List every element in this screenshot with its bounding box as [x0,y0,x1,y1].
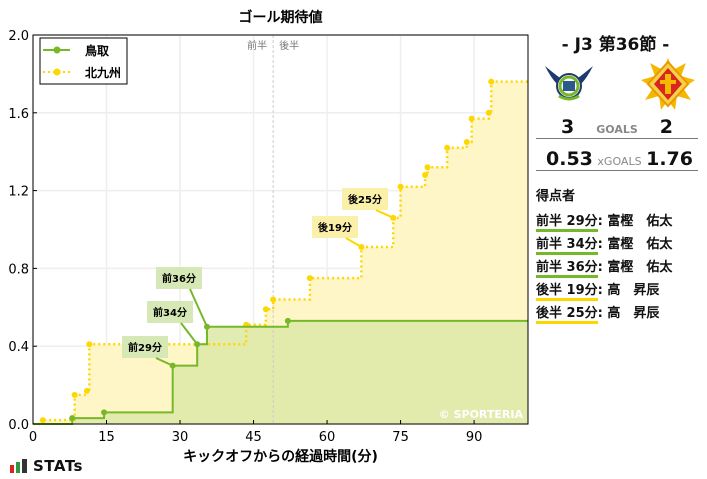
bar-chart-icon [10,459,27,473]
annotation-label: 後19分 [318,221,352,234]
data-point [270,296,277,303]
scorer-time: 前半 29分 [536,214,598,232]
data-point [444,144,451,151]
scorer-item: 後半 19分: 高 昇辰 [536,279,660,301]
data-point [101,409,108,416]
y-tick-label: 1.2 [8,185,29,200]
annotation-label: 後25分 [348,193,382,206]
stats-logo: STATs [10,457,83,475]
annotation-pointer [345,237,362,248]
data-point [262,306,269,313]
series-line [33,319,528,425]
y-tick-label: 2.0 [8,29,29,44]
legend-marker [53,46,61,54]
scorer-item: 前半 36分: 富樫 佑太 [536,256,673,278]
x-axis-label: キックオフからの経過時間(分) [183,448,378,465]
x-tick-label: 90 [466,430,483,445]
x-tick-label: 75 [392,430,409,445]
scorer-name: : 富樫 佑太 [597,237,673,252]
scorer-item: 前半 34分: 富樫 佑太 [536,233,673,255]
x-tick-label: 0 [29,430,37,445]
data-point [83,387,90,394]
legend-label: 北九州 [85,65,121,80]
scorer-name: : 富樫 佑太 [597,214,673,229]
annotation-label: 前34分 [153,306,187,319]
watermark: © SPORTERIA [439,408,524,421]
scorer-time: 後半 25分 [536,306,598,324]
data-point [468,115,475,122]
data-point [397,183,404,190]
annotation-box [312,216,358,238]
y-tick-label: 1.6 [8,107,29,122]
data-point [306,275,313,282]
annotation-box [342,188,388,210]
x-tick-label: 30 [172,430,189,445]
data-point [488,78,495,85]
data-point [463,138,470,145]
data-point [71,391,78,398]
x-tick-label: 45 [245,430,262,445]
annotation-pointer [189,288,208,328]
xgoals-row: 0.53 xGOALS 1.76 [536,148,698,171]
away-team-logo-icon [641,58,695,110]
scorer-time: 後半 19分 [536,283,598,301]
y-tick-label: 0.8 [8,262,29,277]
legend [39,37,128,85]
chart-title: ゴール期待値 [239,9,323,26]
plot-frame [32,34,529,425]
y-tick-label: 0.0 [8,418,29,433]
away-xg: 1.76 [646,148,693,170]
data-point [422,172,429,179]
round-title: - J3 第36節 - [561,35,670,55]
scorer-time: 前半 34分 [536,237,598,255]
annotation-pointer [180,322,198,345]
annotation-pointer [155,357,174,367]
data-point [424,164,431,171]
goals-label: GOALS [596,123,638,136]
scorer-name: : 富樫 佑太 [597,260,673,275]
legend-label: 鳥取 [85,43,109,58]
data-point [485,109,492,116]
scorer-name: : 高 昇辰 [597,306,660,321]
home-team-logo-icon [545,66,593,101]
annotation-pointer [375,209,394,219]
series-area [33,320,528,424]
scorer-name: : 高 昇辰 [597,283,660,298]
scorers-title: 得点者 [536,189,576,204]
scorer-item: 後半 25分: 高 昇辰 [536,302,660,324]
second-half-label: 後半 [279,39,299,52]
scorer-item: 前半 29分: 富樫 佑太 [536,210,673,232]
y-tick-label: 0.4 [8,340,29,355]
data-point [284,317,291,324]
home-goals: 3 [561,116,575,138]
scorer-time: 前半 36分 [536,260,598,278]
annotation-box [122,336,168,358]
annotation-label: 前36分 [162,272,196,285]
x-tick-label: 15 [98,430,115,445]
annotation-label: 前29分 [128,341,162,354]
x-tick-label: 60 [319,430,336,445]
data-point [69,415,76,422]
xgoals-label: xGOALS [597,155,642,168]
data-point [86,341,93,348]
legend-marker [53,68,61,76]
annotation-box [156,267,202,289]
first-half-label: 前半 [247,39,267,52]
home-xg: 0.53 [546,148,593,170]
goals-row: 3 GOALS 2 [536,116,698,139]
data-point [39,417,46,424]
annotation-box [147,301,193,323]
stats-logo-text: STATs [33,457,83,475]
away-goals: 2 [659,116,673,138]
